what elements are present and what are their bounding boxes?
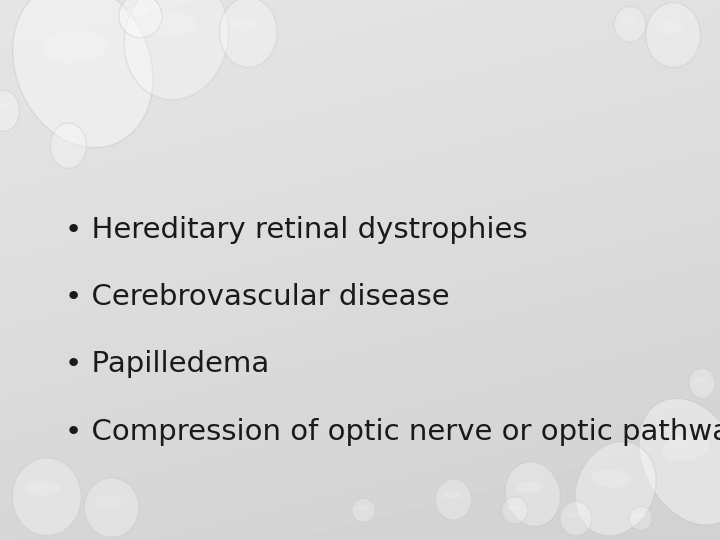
Ellipse shape [591,469,631,488]
Ellipse shape [352,498,375,522]
Ellipse shape [656,22,683,34]
Ellipse shape [125,0,228,100]
Ellipse shape [442,491,461,499]
Ellipse shape [41,30,109,63]
Ellipse shape [84,478,139,537]
Ellipse shape [230,18,259,31]
Ellipse shape [94,495,122,507]
Ellipse shape [58,137,76,145]
Ellipse shape [629,507,652,530]
Ellipse shape [25,481,60,496]
Ellipse shape [220,0,277,68]
Ellipse shape [694,377,707,383]
Ellipse shape [13,0,153,148]
Ellipse shape [634,514,645,518]
Ellipse shape [566,511,582,518]
Ellipse shape [0,90,19,131]
Text: • Compression of optic nerve or optic pathway: • Compression of optic nerve or optic pa… [65,418,720,446]
Ellipse shape [127,8,148,16]
Ellipse shape [646,3,701,68]
Ellipse shape [689,368,715,399]
Ellipse shape [575,442,656,536]
Ellipse shape [144,12,196,36]
Ellipse shape [356,505,368,510]
Text: • Papilledema: • Papilledema [65,350,269,379]
Ellipse shape [119,0,162,38]
Ellipse shape [639,399,720,525]
Text: • Cerebrovascular disease: • Cerebrovascular disease [65,283,449,311]
Ellipse shape [560,501,592,536]
Ellipse shape [507,505,520,510]
Ellipse shape [50,123,86,168]
Ellipse shape [614,6,646,42]
Text: • Hereditary retinal dystrophies: • Hereditary retinal dystrophies [65,215,528,244]
Ellipse shape [12,458,81,536]
Ellipse shape [436,479,472,520]
Ellipse shape [0,102,9,110]
Ellipse shape [505,462,560,526]
Ellipse shape [620,17,636,24]
Ellipse shape [662,435,709,461]
Ellipse shape [502,497,528,524]
Ellipse shape [516,481,543,493]
